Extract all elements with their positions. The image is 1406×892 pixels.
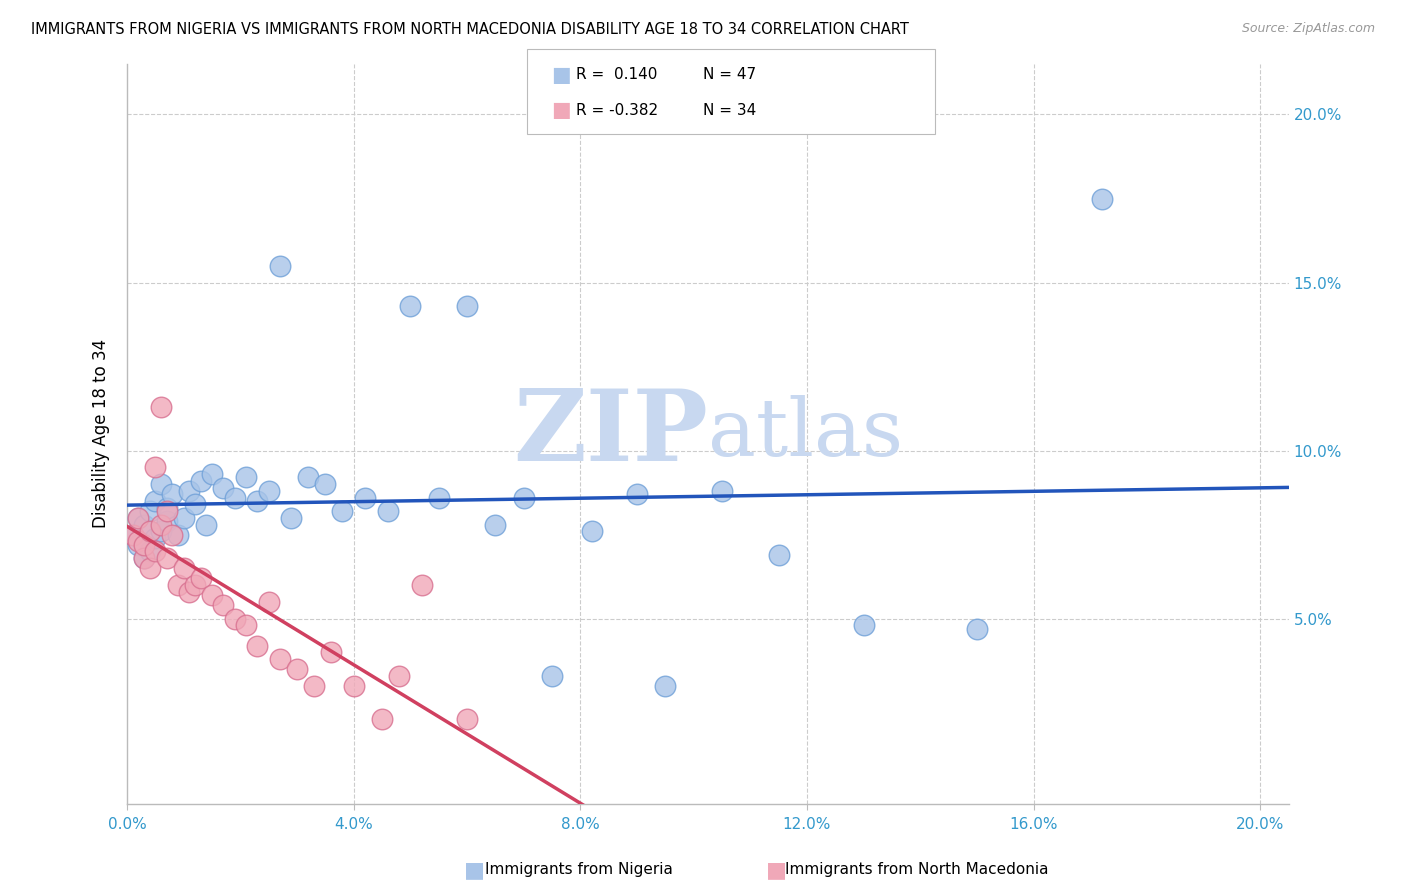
Text: IMMIGRANTS FROM NIGERIA VS IMMIGRANTS FROM NORTH MACEDONIA DISABILITY AGE 18 TO : IMMIGRANTS FROM NIGERIA VS IMMIGRANTS FR… xyxy=(31,22,908,37)
Point xyxy=(257,595,280,609)
Point xyxy=(581,524,603,539)
Point xyxy=(156,551,179,566)
Point xyxy=(190,571,212,585)
Point xyxy=(195,517,218,532)
Point xyxy=(212,598,235,612)
Point xyxy=(173,511,195,525)
Point xyxy=(343,679,366,693)
Point xyxy=(377,504,399,518)
Point xyxy=(456,713,478,727)
Point xyxy=(167,527,190,541)
Point xyxy=(162,527,184,541)
Point xyxy=(121,527,143,541)
Text: ■: ■ xyxy=(551,65,571,85)
Point xyxy=(354,491,377,505)
Point xyxy=(966,622,988,636)
Text: ■: ■ xyxy=(766,860,787,880)
Point xyxy=(427,491,450,505)
Point xyxy=(132,538,155,552)
Point xyxy=(302,679,325,693)
Point xyxy=(179,483,201,498)
Point xyxy=(156,514,179,528)
Point xyxy=(132,517,155,532)
Point xyxy=(246,494,269,508)
Point xyxy=(235,618,257,632)
Point xyxy=(269,259,291,273)
Text: Immigrants from Nigeria: Immigrants from Nigeria xyxy=(485,863,673,877)
Point xyxy=(654,679,676,693)
Point xyxy=(224,612,246,626)
Point xyxy=(411,578,433,592)
Point xyxy=(127,534,149,549)
Point xyxy=(127,511,149,525)
Point xyxy=(371,713,394,727)
Point xyxy=(143,544,166,558)
Text: atlas: atlas xyxy=(707,395,903,473)
Point xyxy=(512,491,534,505)
Y-axis label: Disability Age 18 to 34: Disability Age 18 to 34 xyxy=(93,339,110,528)
Point xyxy=(330,504,353,518)
Point xyxy=(156,504,179,518)
Point xyxy=(269,652,291,666)
Text: N = 47: N = 47 xyxy=(703,67,756,82)
Point xyxy=(132,551,155,566)
Point xyxy=(138,544,160,558)
Point xyxy=(143,460,166,475)
Point xyxy=(280,511,302,525)
Point xyxy=(224,491,246,505)
Point xyxy=(150,524,173,539)
Point xyxy=(143,531,166,545)
Point xyxy=(201,467,224,482)
Point xyxy=(150,400,173,414)
Point xyxy=(710,483,733,498)
Point xyxy=(138,504,160,518)
Point xyxy=(162,487,184,501)
Text: R = -0.382: R = -0.382 xyxy=(576,103,658,118)
Point xyxy=(173,561,195,575)
Point xyxy=(184,578,207,592)
Point xyxy=(399,299,422,313)
Point xyxy=(768,548,790,562)
Point xyxy=(156,500,179,515)
Point xyxy=(626,487,648,501)
Point xyxy=(132,551,155,566)
Point xyxy=(388,669,411,683)
Point xyxy=(121,527,143,541)
Point xyxy=(143,494,166,508)
Text: ■: ■ xyxy=(464,860,485,880)
Point xyxy=(1090,192,1112,206)
Point xyxy=(127,538,149,552)
Point xyxy=(297,470,319,484)
Point xyxy=(314,477,336,491)
Point xyxy=(190,474,212,488)
Point xyxy=(138,561,160,575)
Point xyxy=(319,645,342,659)
Point xyxy=(138,524,160,539)
Text: R =  0.140: R = 0.140 xyxy=(576,67,658,82)
Point xyxy=(484,517,506,532)
Text: ZIP: ZIP xyxy=(513,385,707,483)
Point xyxy=(235,470,257,484)
Point xyxy=(852,618,875,632)
Point xyxy=(212,481,235,495)
Point xyxy=(150,477,173,491)
Point xyxy=(285,662,308,676)
Point xyxy=(127,511,149,525)
Point xyxy=(201,588,224,602)
Point xyxy=(167,578,190,592)
Point xyxy=(257,483,280,498)
Text: Immigrants from North Macedonia: Immigrants from North Macedonia xyxy=(785,863,1047,877)
Point xyxy=(456,299,478,313)
Text: N = 34: N = 34 xyxy=(703,103,756,118)
Point xyxy=(246,639,269,653)
Point xyxy=(179,584,201,599)
Point xyxy=(150,517,173,532)
Point xyxy=(541,669,564,683)
Text: Source: ZipAtlas.com: Source: ZipAtlas.com xyxy=(1241,22,1375,36)
Point xyxy=(184,497,207,511)
Text: ■: ■ xyxy=(551,101,571,120)
